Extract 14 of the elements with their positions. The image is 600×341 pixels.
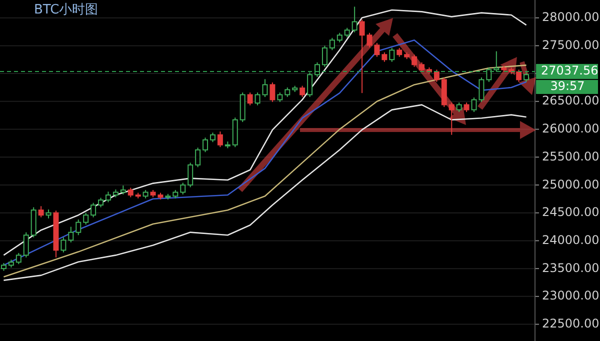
y-tick-label: 26000.00: [542, 122, 600, 136]
ref-line-label: 27037.56: [541, 64, 598, 78]
y-tick-label: 24500.00: [542, 205, 600, 220]
y-tick-label: 28000.00: [542, 10, 600, 24]
y-tick-label: 22500.00: [542, 316, 600, 331]
y-tick-label: 26500.00: [542, 94, 600, 108]
y-tick-label: 24000.00: [542, 232, 600, 247]
y-tick-label: 23000.00: [542, 288, 600, 303]
y-tick-label: 25000.00: [542, 177, 600, 192]
text: 39:57: [550, 79, 585, 94]
y-tick-label: 23500.00: [542, 260, 600, 275]
chart-title: BTC小时图: [34, 2, 98, 18]
y-tick-label: 27500.00: [542, 38, 600, 52]
y-tick-label: 25500.00: [542, 149, 600, 164]
